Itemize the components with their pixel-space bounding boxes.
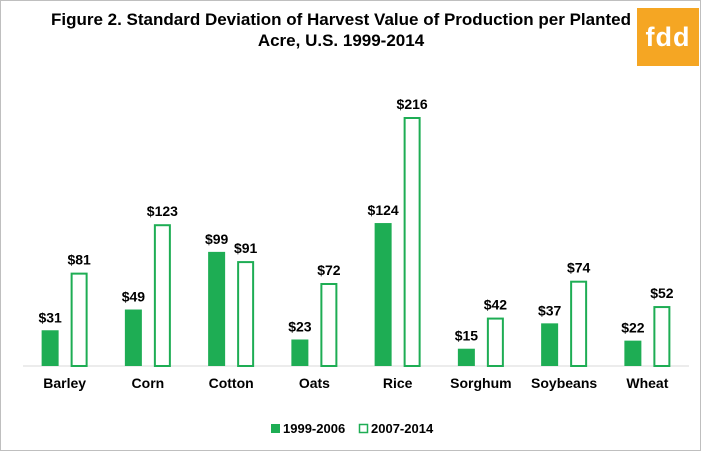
- data-label: $91: [234, 240, 258, 256]
- bar-rice-2007-2014: [403, 117, 421, 367]
- bar-cotton-2007-2014: [237, 261, 255, 368]
- category-label: Sorghum: [450, 375, 511, 391]
- bar-cotton-1999-2006: [208, 251, 226, 366]
- data-label: $123: [147, 203, 178, 219]
- fdd-logo: fdd: [637, 8, 699, 66]
- data-label: $15: [455, 328, 479, 344]
- data-label: $72: [317, 262, 341, 278]
- data-label: $23: [288, 318, 312, 334]
- category-label: Rice: [383, 375, 413, 391]
- data-label: $81: [67, 252, 91, 268]
- legend-label: 1999-2006: [283, 421, 345, 436]
- bar-rice-1999-2006: [374, 223, 392, 366]
- data-label: $74: [567, 260, 591, 276]
- category-label: Cotton: [209, 375, 254, 391]
- bar-wheat-1999-2006: [624, 340, 642, 366]
- data-label: $42: [484, 297, 508, 313]
- legend-swatch-outline: [358, 423, 369, 434]
- data-label: $216: [397, 96, 428, 112]
- category-label: Wheat: [626, 375, 668, 391]
- bar-sorghum-1999-2006: [457, 348, 475, 366]
- bar-oats-1999-2006: [291, 339, 309, 366]
- data-label: $49: [122, 289, 146, 305]
- category-label: Oats: [299, 375, 330, 391]
- legend-swatch-filled: [271, 424, 280, 433]
- data-label: $22: [621, 320, 645, 336]
- legend-label: 2007-2014: [371, 421, 434, 436]
- bar-corn-1999-2006: [124, 309, 142, 366]
- data-label: $31: [38, 309, 62, 325]
- category-label: Corn: [132, 375, 165, 391]
- bar-wheat-2007-2014: [653, 306, 671, 367]
- bar-sorghum-2007-2014: [486, 317, 504, 368]
- bar-corn-2007-2014: [153, 224, 171, 367]
- bar-soybeans-1999-2006: [541, 323, 559, 366]
- data-label: $124: [368, 202, 399, 218]
- data-label: $99: [205, 231, 229, 247]
- data-label: $37: [538, 302, 562, 318]
- bar-oats-2007-2014: [320, 283, 338, 367]
- bar-soybeans-2007-2014: [570, 280, 588, 368]
- data-label: $52: [650, 285, 674, 301]
- bar-barley-2007-2014: [70, 272, 88, 367]
- category-label: Soybeans: [531, 375, 597, 391]
- category-label: Barley: [43, 375, 86, 391]
- chart-title: Figure 2. Standard Deviation of Harvest …: [50, 10, 631, 50]
- bar-barley-1999-2006: [41, 330, 59, 366]
